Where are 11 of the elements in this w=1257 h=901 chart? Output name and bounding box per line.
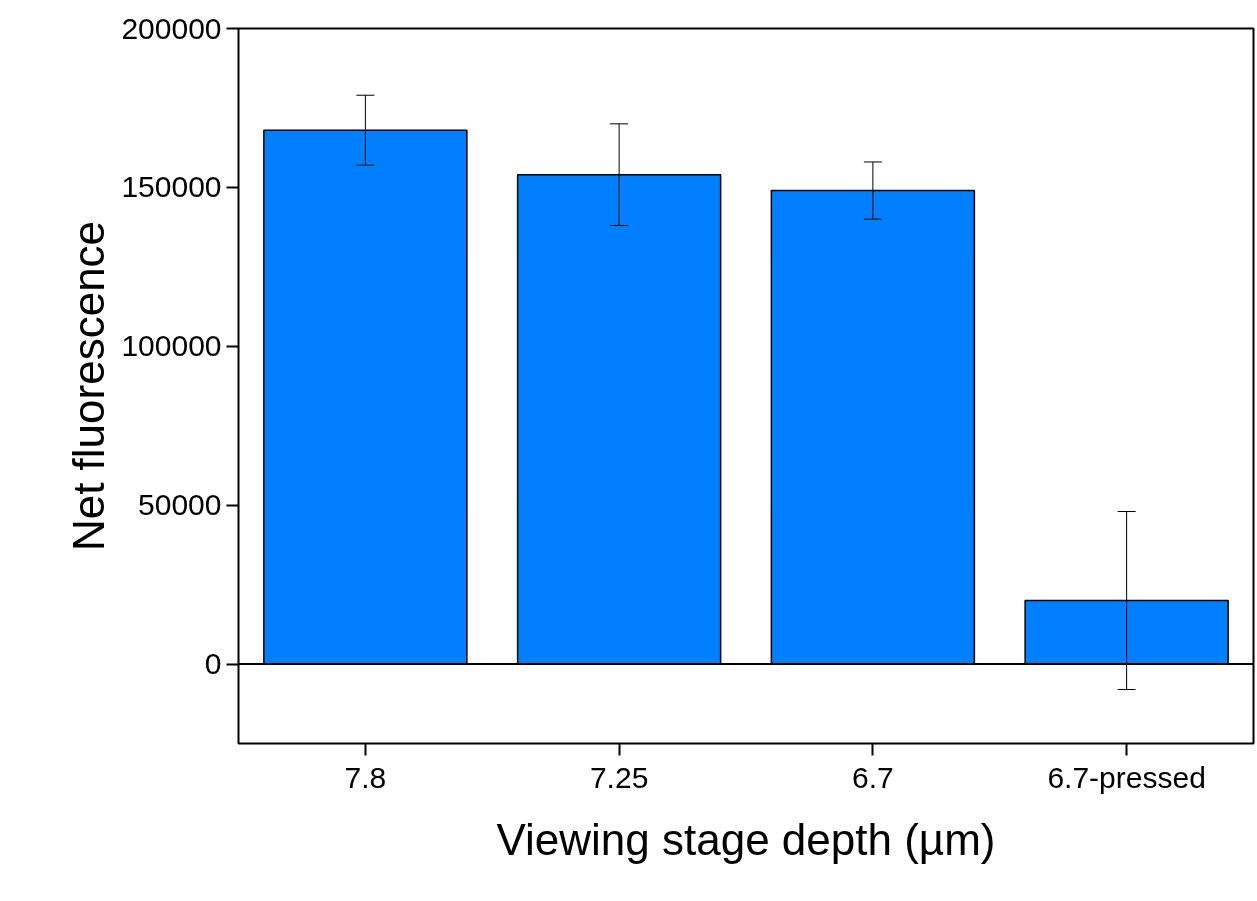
y-axis-title: Net fluorescence (64, 220, 114, 552)
y-tick-label: 0 (204, 647, 222, 681)
y-tick-label: 100000 (121, 329, 222, 363)
y-tick-label: 50000 (138, 488, 222, 522)
x-tick-label: 6.7-pressed (1047, 760, 1206, 794)
x-tick-label: 6.7 (852, 760, 894, 794)
x-tick-label: 7.25 (589, 760, 649, 794)
y-tick-label: 150000 (121, 170, 222, 204)
x-axis-title: Viewing stage depth (µm) (496, 814, 996, 864)
y-tick-label: 200000 (121, 11, 222, 45)
x-tick-label: 7.8 (344, 760, 387, 794)
